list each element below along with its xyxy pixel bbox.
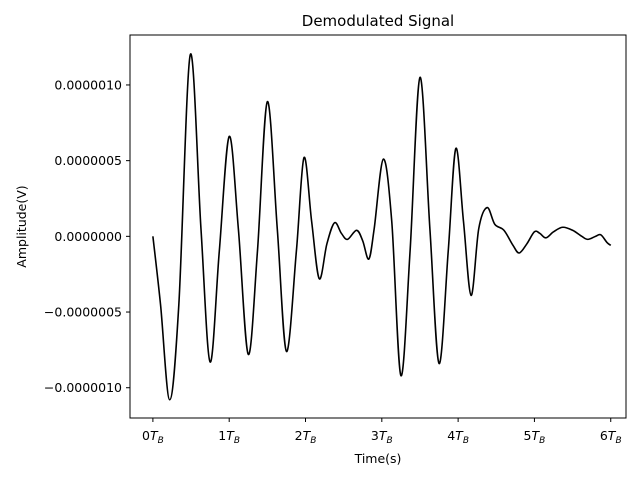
- x-tick-label: 1TB: [218, 428, 240, 446]
- chart-title: Demodulated Signal: [302, 12, 454, 30]
- x-tick-label: 4TB: [447, 428, 469, 446]
- x-tick-label: 6TB: [600, 428, 622, 446]
- plot-area-frame: [129, 34, 627, 419]
- x-axis-label: Time(s): [354, 451, 402, 466]
- x-tick-label: 0TB: [142, 428, 164, 446]
- y-tick-label: −0.0000005: [44, 305, 122, 320]
- x-axis-ticks: 0TB 1TB 2TB 3TB 4TB 5TB 6TB: [142, 418, 622, 446]
- y-tick-label: 0.0000010: [54, 77, 122, 92]
- x-tick-label: 3TB: [371, 428, 393, 446]
- signal-line: [152, 53, 612, 401]
- y-tick-label: 0.0000005: [54, 153, 122, 168]
- y-tick-label: 0.0000000: [54, 229, 122, 244]
- x-tick-label: 2TB: [295, 428, 317, 446]
- y-tick-label: −0.0000010: [44, 380, 122, 395]
- y-axis-label: Amplitude(V): [14, 185, 29, 267]
- x-tick-label: 5TB: [524, 428, 546, 446]
- y-axis-ticks: −0.0000010 −0.0000005 0.0000000 0.0000005 0.…: [44, 77, 130, 395]
